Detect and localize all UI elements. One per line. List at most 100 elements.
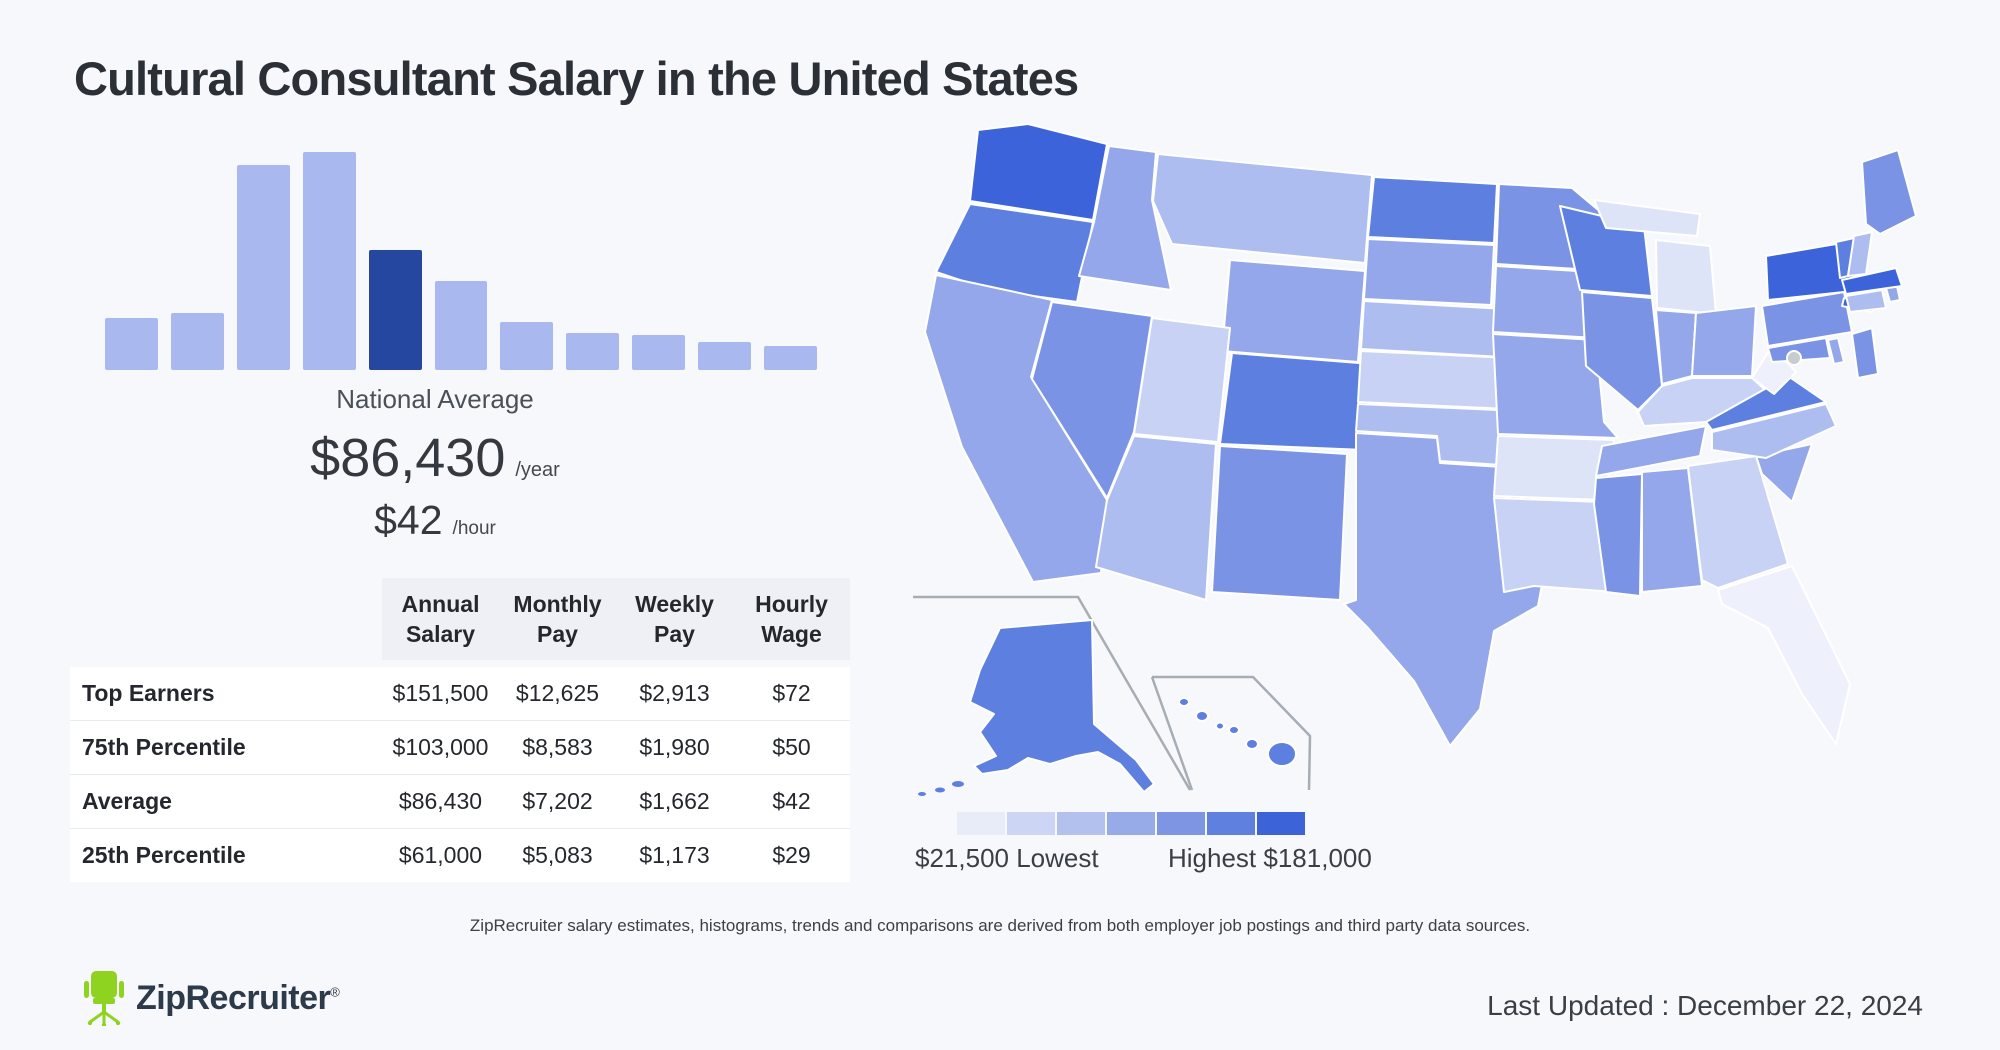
state-nv[interactable]: [1031, 301, 1153, 499]
hourly-value: $50: [733, 720, 850, 774]
salary-histogram: [105, 150, 817, 370]
annual-value: $61,000: [382, 828, 499, 882]
state-co[interactable]: [1219, 352, 1373, 451]
state-wv[interactable]: [1751, 345, 1797, 395]
legend-swatch-1: [1007, 812, 1055, 835]
state-hi-island[interactable]: [1178, 697, 1190, 707]
state-id[interactable]: [1078, 145, 1172, 291]
histogram-bar-8[interactable]: [632, 335, 686, 370]
state-nd[interactable]: [1367, 176, 1498, 244]
ziprecruiter-wordmark: ZipRecruiter®: [136, 978, 340, 1017]
annual-salary-value: $86,430: [310, 428, 506, 488]
state-mt[interactable]: [1152, 153, 1373, 264]
state-la[interactable]: [1493, 497, 1617, 593]
state-oh[interactable]: [1691, 305, 1757, 377]
us-map-svg: [913, 123, 1917, 796]
state-dc-marker[interactable]: [1786, 350, 1802, 366]
registered-mark: ®: [330, 984, 340, 1000]
legend-swatch-5: [1207, 812, 1255, 835]
state-ak-island[interactable]: [918, 792, 926, 796]
salary-table: Annual Salary Monthly Pay Weekly Pay Hou…: [70, 578, 850, 882]
state-nh[interactable]: [1847, 231, 1873, 277]
state-sc[interactable]: [1755, 443, 1813, 503]
last-updated-text: Last Updated : December 22, 2024: [1487, 990, 1923, 1021]
state-fl[interactable]: [1717, 565, 1851, 745]
row-label: 25th Percentile: [70, 828, 382, 882]
national-average-block: National Average $86,430 /year $42 /hour: [105, 384, 765, 544]
state-me[interactable]: [1861, 149, 1917, 235]
state-ne[interactable]: [1360, 300, 1507, 358]
ziprecruiter-logo: ZipRecruiter®: [82, 970, 340, 1026]
histogram-bar-7[interactable]: [566, 333, 620, 370]
hourly-wage-value-line: $42 /hour: [105, 497, 765, 544]
monthly-value: $5,083: [499, 828, 616, 882]
state-nm[interactable]: [1211, 445, 1348, 601]
state-az[interactable]: [1095, 435, 1217, 601]
state-in[interactable]: [1655, 309, 1697, 385]
state-pa[interactable]: [1761, 291, 1853, 347]
state-ms[interactable]: [1593, 473, 1643, 597]
weekly-value: $2,913: [616, 667, 733, 720]
histogram-bar-0[interactable]: [105, 318, 158, 370]
state-ks[interactable]: [1357, 350, 1513, 410]
state-sd[interactable]: [1363, 238, 1495, 306]
legend-swatch-4: [1157, 812, 1205, 835]
state-tn[interactable]: [1595, 425, 1707, 477]
legend-lowest-label: $21,500 Lowest: [915, 843, 1099, 873]
histogram-bar-5[interactable]: [434, 281, 488, 370]
state-nc[interactable]: [1711, 403, 1837, 459]
weekly-value: $1,173: [616, 828, 733, 882]
state-hi-island[interactable]: [1245, 738, 1259, 750]
state-ct[interactable]: [1845, 289, 1887, 313]
legend-swatch-3: [1107, 812, 1155, 835]
state-nj[interactable]: [1851, 327, 1879, 379]
header-empty-cell: [70, 578, 382, 667]
histogram-bar-10[interactable]: [764, 346, 817, 370]
annual-value: $86,430: [382, 774, 499, 828]
state-ut[interactable]: [1133, 317, 1231, 443]
histogram-bar-9[interactable]: [698, 342, 752, 370]
row-label: 75th Percentile: [70, 720, 382, 774]
row-label: Average: [70, 774, 382, 828]
monthly-value: $8,583: [499, 720, 616, 774]
histogram-bar-2[interactable]: [236, 165, 290, 370]
state-hi-island[interactable]: [1267, 741, 1297, 767]
histogram-bar-6[interactable]: [500, 322, 554, 370]
histogram-bar-3[interactable]: [302, 152, 356, 370]
state-wy[interactable]: [1221, 259, 1366, 363]
weekly-value: $1,980: [616, 720, 733, 774]
page-title: Cultural Consultant Salary in the United…: [74, 52, 1079, 106]
legend-swatch-0: [957, 812, 1005, 835]
state-md[interactable]: [1767, 337, 1831, 363]
legend-swatch-2: [1057, 812, 1105, 835]
map-legend-swatches: [957, 812, 1305, 835]
state-de[interactable]: [1827, 337, 1845, 365]
salary-table-header-row: Annual Salary Monthly Pay Weekly Pay Hou…: [70, 578, 850, 667]
legend-swatch-6: [1257, 812, 1305, 835]
histogram-bar-4[interactable]: [368, 250, 422, 370]
state-mi[interactable]: [1593, 199, 1701, 237]
state-al[interactable]: [1641, 467, 1703, 593]
annual-salary-value-line: $86,430 /year: [105, 427, 765, 489]
state-ak[interactable]: [969, 619, 1155, 793]
state-hi-island[interactable]: [1215, 721, 1225, 731]
ziprecruiter-chair-icon: [84, 971, 124, 1026]
state-ak-island[interactable]: [935, 787, 945, 793]
national-average-label: National Average: [336, 384, 534, 414]
table-row-top-earners: Top Earners $151,500 $12,625 $2,913 $72: [70, 667, 850, 720]
state-ky[interactable]: [1637, 377, 1773, 427]
histogram-bar-1[interactable]: [170, 313, 224, 370]
state-va[interactable]: [1705, 375, 1827, 431]
hawaii-inset-border: [1150, 675, 1312, 791]
state-wa[interactable]: [969, 123, 1108, 221]
state-hi-island[interactable]: [1228, 725, 1240, 735]
state-ga[interactable]: [1687, 455, 1789, 589]
header-weekly-pay: Weekly Pay: [616, 578, 733, 667]
state-hi-island[interactable]: [1195, 710, 1209, 722]
state-ak-island[interactable]: [952, 781, 964, 787]
state-mi[interactable]: [1655, 239, 1717, 315]
state-ma[interactable]: [1841, 267, 1903, 295]
hourly-value: $42: [733, 774, 850, 828]
hourly-wage-value: $42: [374, 497, 443, 543]
